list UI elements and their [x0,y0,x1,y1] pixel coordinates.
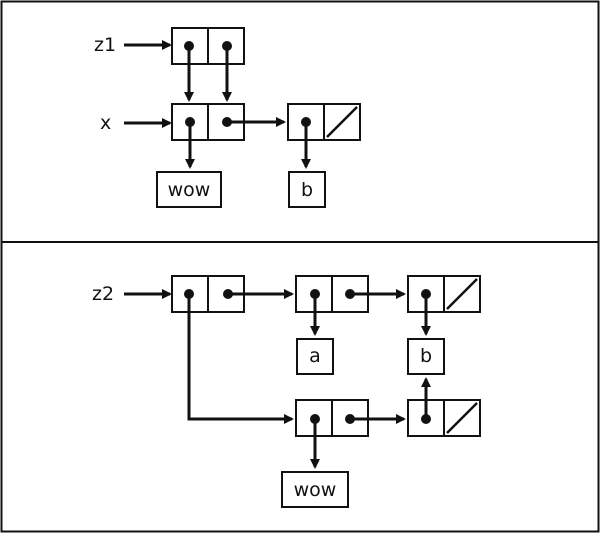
panel-bottom: z2 [92,275,481,508]
pointer-dot [301,117,311,127]
cons-cell-z1 [171,27,245,65]
pointer-dot [421,414,431,424]
svg-text:a: a [309,345,321,367]
nil-slash [446,278,478,310]
svg-text:b: b [301,179,313,201]
atom-wow-bottom: wow [281,471,349,508]
pointer-dot [223,289,233,299]
pointer-dot [184,41,194,51]
nil-slash [446,402,478,434]
pointer-dot [222,41,232,51]
pointer-z2-car [187,294,294,424]
var-label-z2: z2 [92,283,114,305]
pointer-dot [345,414,355,424]
pointer-dot [310,414,320,424]
atom-wow-top: wow [156,171,222,208]
cons-cell-b-list [287,103,361,141]
svg-text:wow: wow [168,179,211,201]
svg-text:b: b [420,345,432,367]
var-label-z1: z1 [94,34,116,56]
pointer-dot [222,117,232,127]
pointer-dot [184,289,194,299]
nil-slash [326,106,358,138]
pointer-dot [421,289,431,299]
atom-a: a [296,338,334,375]
var-label-x: x [100,112,111,134]
svg-text:wow: wow [294,479,337,501]
pointer-dot [310,289,320,299]
atom-b-top: b [288,171,326,208]
cons-cell-b-list-lower [407,399,481,437]
panel-top: z1 x [94,27,361,208]
atom-b-bottom: b [407,338,445,375]
pointer-dot [185,117,195,127]
pointer-dot [345,289,355,299]
cons-cell-b-list-upper [407,275,481,313]
